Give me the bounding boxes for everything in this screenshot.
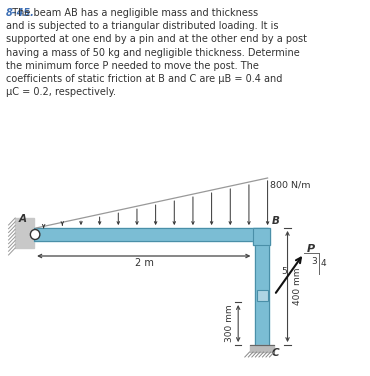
Text: μC = 0.2, respectively.: μC = 0.2, respectively. [6, 87, 116, 97]
Text: B: B [271, 216, 279, 226]
Bar [253, 228, 270, 245]
Circle shape [30, 229, 40, 240]
Text: C: C [271, 348, 279, 358]
Text: coefficients of static friction at B and C are μB = 0.4 and: coefficients of static friction at B and… [6, 74, 282, 84]
Bar [253, 228, 270, 245]
Bar [257, 290, 268, 301]
Text: The beam AB has a negligible mass and thickness: The beam AB has a negligible mass and th… [6, 8, 258, 18]
Text: supported at one end by a pin and at the other end by a post: supported at one end by a pin and at the… [6, 34, 307, 44]
Text: 4: 4 [321, 259, 327, 268]
Text: 2 m: 2 m [135, 258, 154, 268]
Text: the minimum force P needed to move the post. The: the minimum force P needed to move the p… [6, 61, 259, 71]
Text: having a mass of 50 kg and negligible thickness. Determine: having a mass of 50 kg and negligible th… [6, 48, 299, 58]
Bar [250, 345, 274, 352]
Text: P: P [307, 244, 315, 255]
Text: 300 mm: 300 mm [225, 305, 234, 343]
Text: and is subjected to a triangular distributed loading. It is: and is subjected to a triangular distrib… [6, 21, 278, 31]
Text: 8–45.: 8–45. [6, 8, 34, 18]
Bar [255, 241, 269, 345]
Text: 400 mm: 400 mm [293, 268, 302, 305]
Bar [15, 218, 34, 248]
Text: A: A [18, 214, 27, 224]
Bar [255, 241, 269, 345]
Text: 5: 5 [282, 267, 287, 276]
Text: 800 N/m: 800 N/m [270, 180, 311, 189]
Text: 3: 3 [312, 258, 317, 267]
Bar [34, 228, 268, 241]
Bar [34, 228, 268, 241]
